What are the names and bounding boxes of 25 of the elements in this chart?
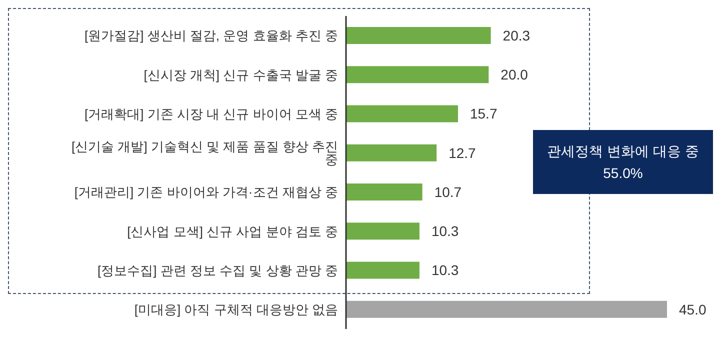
data-label: 10.3 — [431, 262, 459, 278]
y-tick-label: [원가절감] 생산비 절감, 운영 효율화 추진 중 — [84, 28, 338, 44]
y-tick-label: [미대응] 아직 구체적 대응방안 없음 — [134, 302, 338, 318]
y-tick-label: [신기술 개발] 기술혁신 및 제품 품질 향상 추진 중 — [71, 139, 338, 168]
y-tick-label: [신사업 모색] 신규 사업 분야 검토 중 — [127, 224, 338, 239]
data-label: 15.7 — [470, 106, 498, 122]
bar — [346, 184, 422, 200]
bar — [346, 144, 437, 162]
data-label: 12.7 — [448, 144, 476, 161]
y-tick-label: [신시장 개척] 신규 수출국 발굴 중 — [144, 67, 338, 82]
y-tick-label: [거래관리] 기존 바이어와 가격·조건 재협상 중 — [74, 184, 338, 200]
bar — [346, 300, 667, 318]
data-label: 10.3 — [431, 223, 459, 240]
y-tick-label: [거래확대] 기존 시장 내 신규 바이어 모색 중 — [84, 106, 338, 122]
bar — [346, 222, 420, 240]
data-label: 10.7 — [434, 184, 462, 200]
bar — [346, 262, 420, 279]
bar — [346, 66, 489, 84]
bar — [346, 105, 458, 122]
data-label: 20.3 — [502, 27, 530, 44]
data-label: 45.0 — [679, 301, 706, 318]
y-tick-label: [정보수집] 관련 정보 수집 및 상황 관망 중 — [97, 262, 338, 278]
bar — [346, 27, 491, 44]
data-label: 20.0 — [500, 66, 528, 83]
annotation: 관세정책 변화에 대응 중 55.0% — [533, 130, 713, 194]
